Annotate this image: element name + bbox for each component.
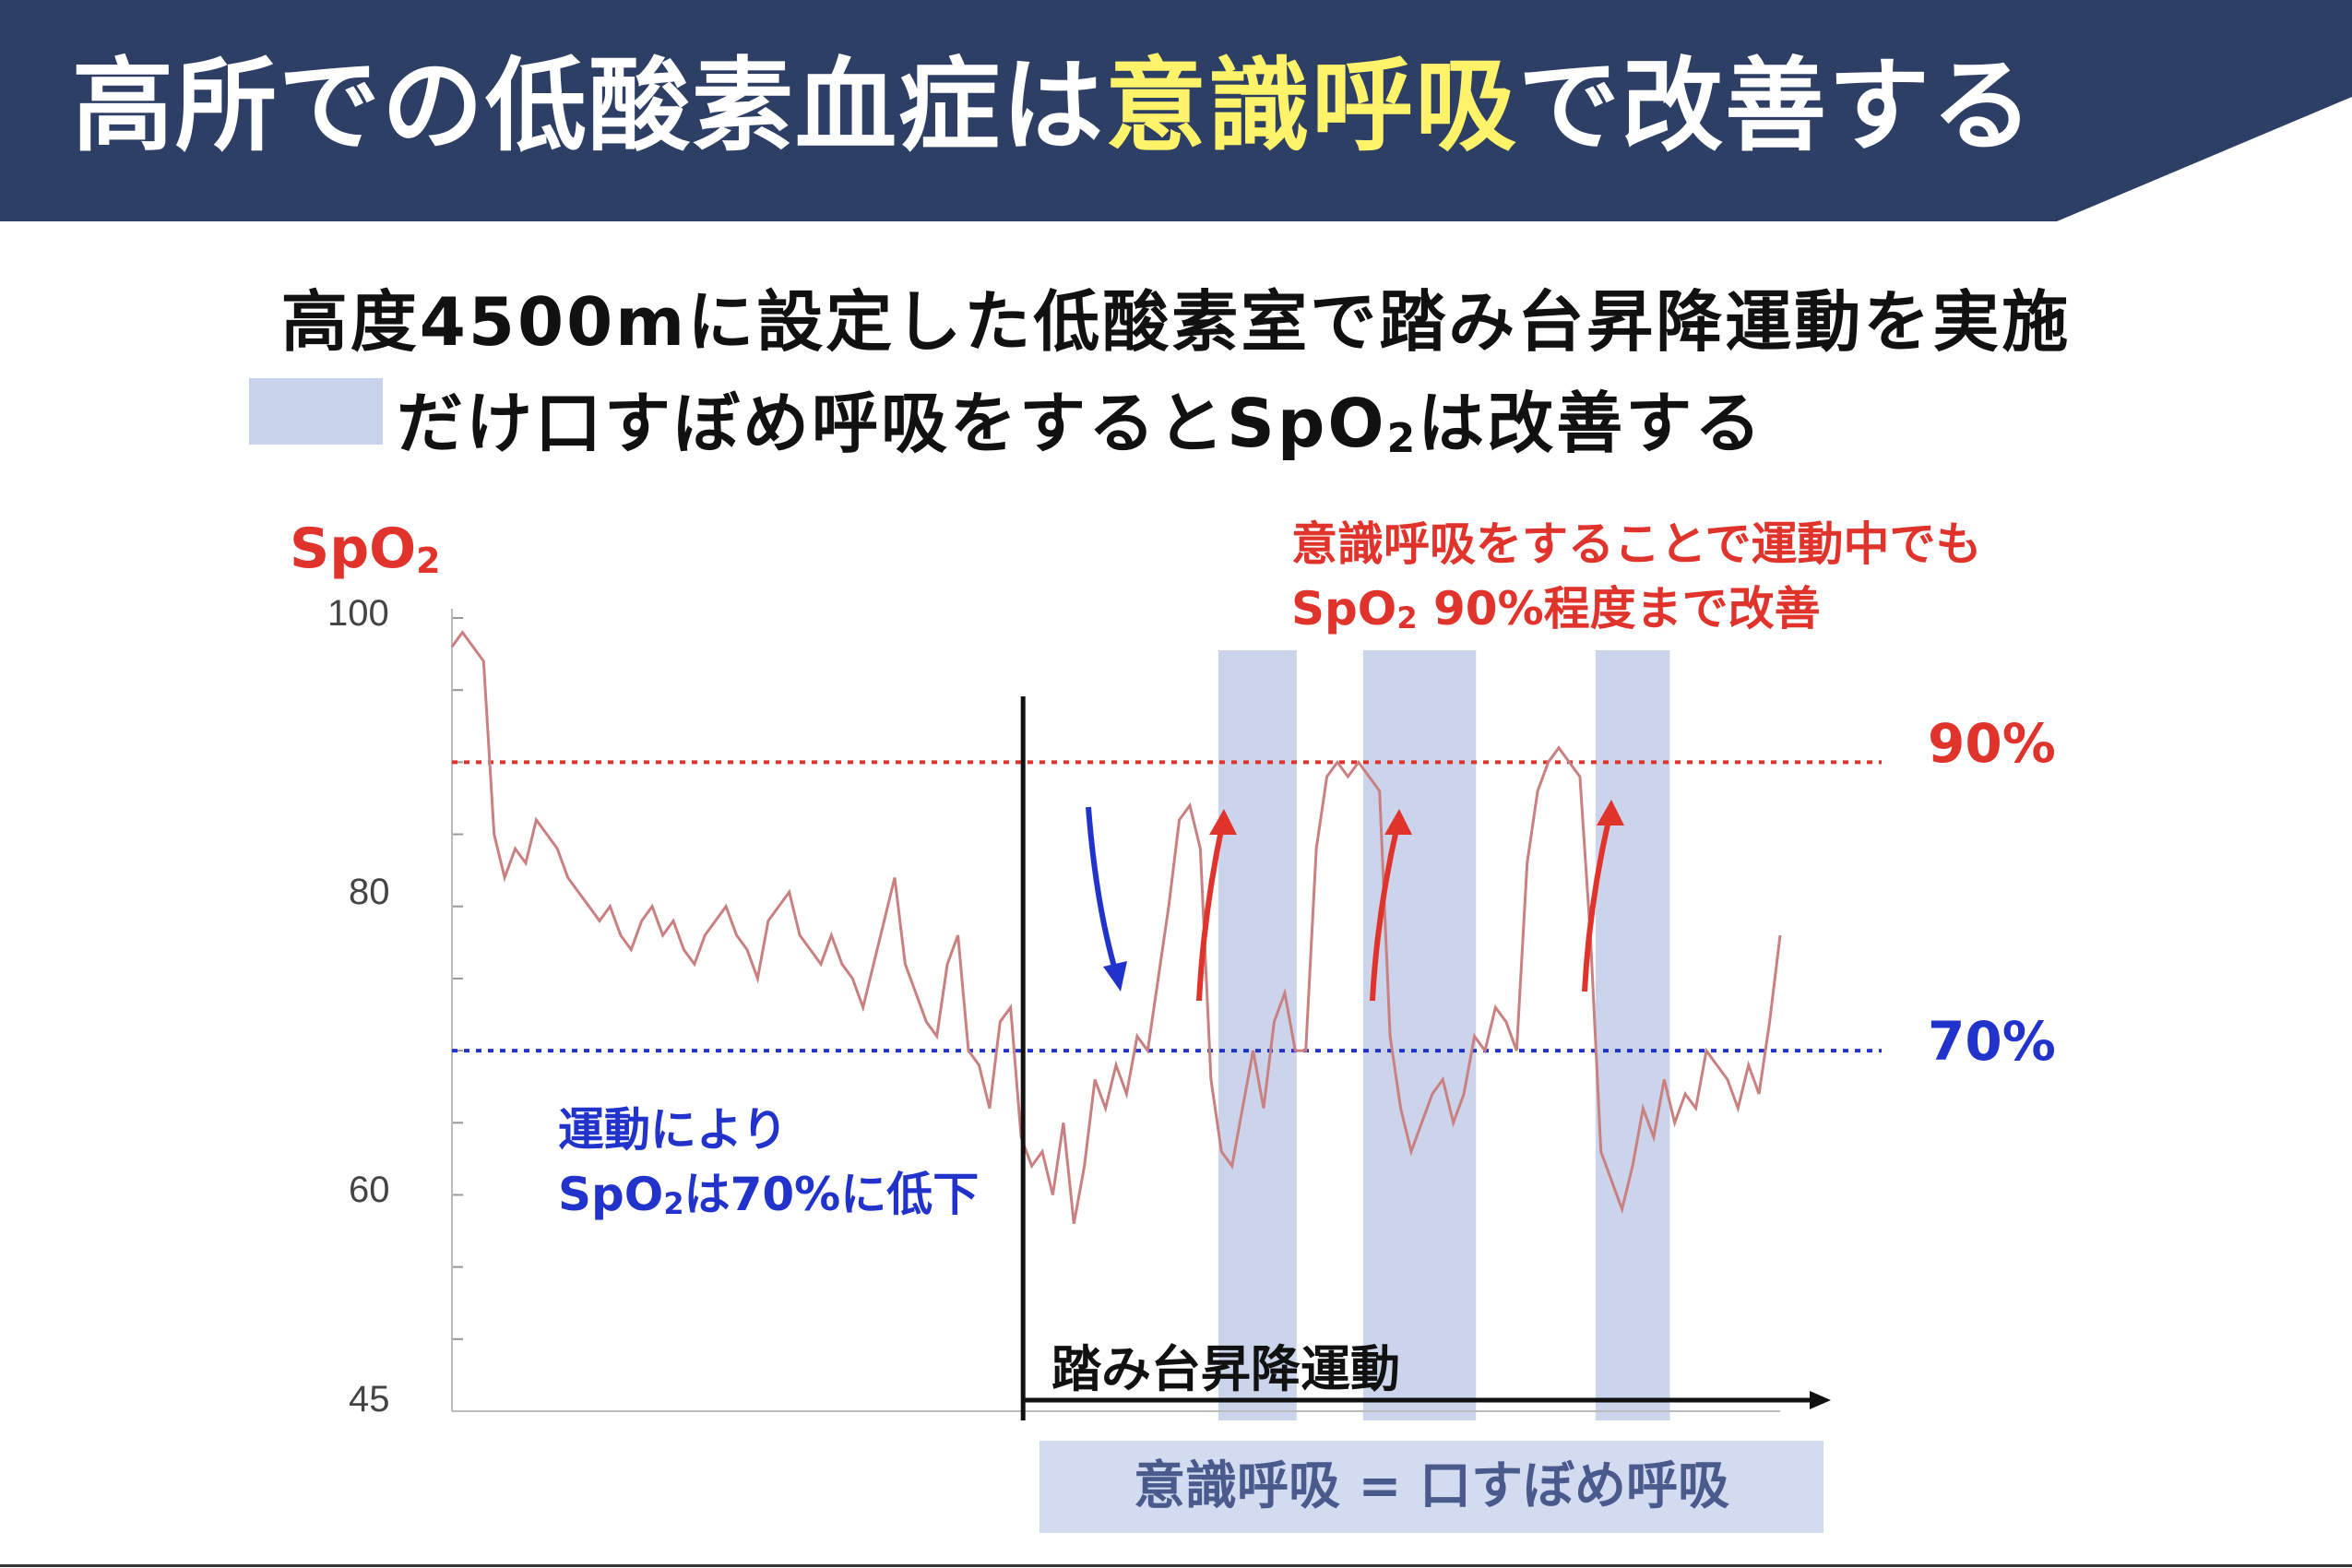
exercise-arrow-head <box>1810 1391 1831 1409</box>
y-axis-label-sub: 2 <box>416 540 441 581</box>
breathing-definition-box: 意識呼吸 = 口すぼめ呼吸 <box>1039 1441 1823 1533</box>
improve-arrow-head-1 <box>1209 809 1237 835</box>
y-tick-80: 80 <box>349 872 390 912</box>
subtitle-line-2-a: だけ口すぼめ呼吸をするとSpO <box>397 385 1387 462</box>
y-tick-60: 60 <box>349 1170 390 1210</box>
breathing-window-2 <box>1362 650 1477 1420</box>
header-background <box>0 0 2352 221</box>
subtitle-line-1: 高度4500mに設定した低酸素室で踏み台昇降運動を実施 <box>280 283 2072 361</box>
y-tick-45: 45 <box>349 1379 390 1420</box>
annotation-improvement: 意識呼吸をすることで運動中でも SpO2 90%程度まで改善 <box>1291 512 1982 650</box>
exercise-label: 踏み台昇降運動 <box>1051 1340 1400 1398</box>
improve-arrow-head-2 <box>1384 809 1412 835</box>
title-text-1: 高所での低酸素血症は <box>72 47 1105 165</box>
annotation-drop: 運動により SpO2は70%に低下 <box>558 1098 979 1236</box>
page-title: 高所での低酸素血症は意識呼吸で改善する <box>72 37 2035 175</box>
subtitle-line-2-b: は改善する <box>1418 385 1764 462</box>
annotation-improvement-line-1: 意識呼吸をすることで運動中でも <box>1291 517 1982 571</box>
breathing-window-1 <box>1218 650 1297 1420</box>
annotation-improvement-line-2-b: 90%程度まで改善 <box>1417 582 1821 636</box>
annotation-drop-line-2: SpO2は70%に低下 <box>558 1162 979 1236</box>
improve-arrow-3 <box>1582 815 1612 992</box>
spo2-trace <box>450 630 1782 1224</box>
title-highlight: 意識呼吸 <box>1105 47 1518 165</box>
annotation-improvement-line-2-a: SpO <box>1291 582 1397 636</box>
annotation-improvement-line-2: SpO2 90%程度まで改善 <box>1291 576 1982 650</box>
legend-swatch <box>249 378 383 445</box>
y-axis-label: SpO2 <box>290 517 441 581</box>
subtitle-line-2: だけ口すぼめ呼吸をするとSpO2は改善する <box>397 369 1764 466</box>
breathing-window-3 <box>1595 650 1670 1420</box>
annotation-improvement-line-2-sub: 2 <box>1396 600 1418 636</box>
improve-arrow-head-3 <box>1597 800 1624 826</box>
annotation-drop-line-1: 運動により <box>558 1103 788 1157</box>
improve-arrow-1 <box>1196 825 1225 1002</box>
drop-arrow <box>1086 806 1119 974</box>
title-text-2: で改善する <box>1518 47 2035 165</box>
y-axis-label-a: SpO <box>290 517 417 581</box>
annotation-drop-line-2-b: は70%に低下 <box>683 1168 980 1221</box>
improve-arrow-2 <box>1370 825 1400 1002</box>
header-banner: 高所での低酸素血症は意識呼吸で改善する <box>0 0 2352 221</box>
annotation-drop-line-2-sub: 2 <box>663 1186 684 1221</box>
ref-label-70: 70% <box>1928 1010 2056 1073</box>
bottom-rule <box>0 1564 2352 1567</box>
y-tick-100: 100 <box>327 593 389 634</box>
drop-arrow-head <box>1103 961 1127 992</box>
subtitle-line-2-sub: 2 <box>1386 415 1419 462</box>
ref-label-90: 90% <box>1928 712 2056 775</box>
annotation-drop-line-2-a: SpO <box>558 1168 664 1221</box>
